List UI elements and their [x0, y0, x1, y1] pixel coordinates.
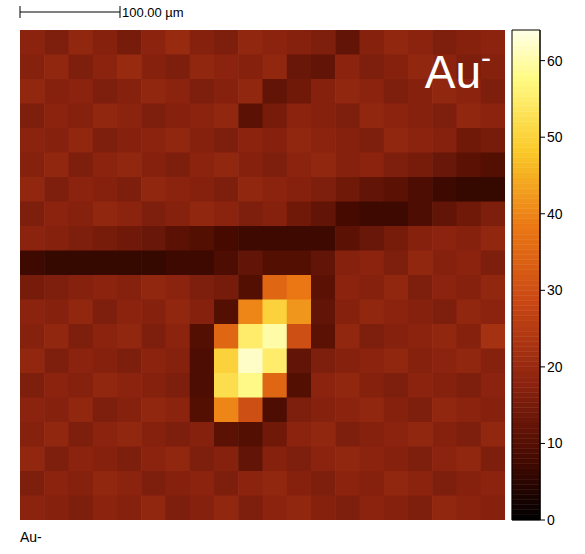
svg-text:60: 60 [547, 53, 563, 69]
svg-text:30: 30 [547, 282, 563, 298]
svg-text:Au-: Au- [425, 41, 491, 98]
svg-text:Au-: Au- [20, 529, 42, 545]
svg-text:100.00 µm: 100.00 µm [122, 5, 184, 20]
svg-text:10: 10 [547, 435, 563, 451]
svg-text:40: 40 [547, 206, 563, 222]
svg-text:0: 0 [547, 512, 555, 528]
svg-text:50: 50 [547, 129, 563, 145]
svg-text:20: 20 [547, 359, 563, 375]
